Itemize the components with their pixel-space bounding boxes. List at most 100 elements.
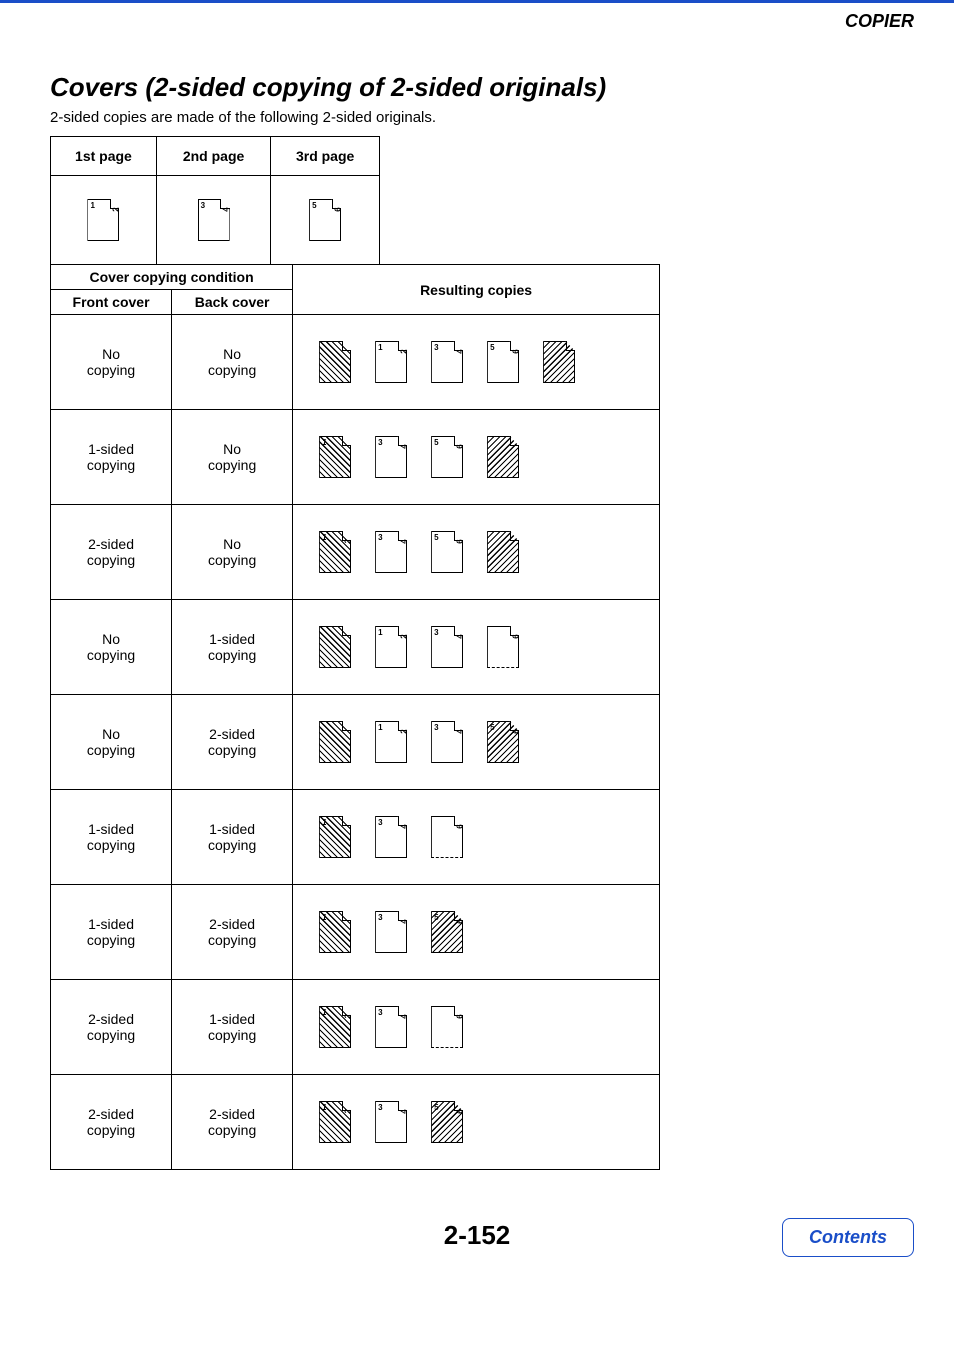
- page-back-number: 2: [399, 349, 408, 353]
- group-header: Cover copying condition: [51, 265, 293, 290]
- result-cell: 123456: [293, 315, 660, 410]
- front-cover-cell: 1-sidedcopying: [51, 885, 172, 980]
- page-icon: [319, 721, 351, 763]
- page-back-number: 4: [399, 919, 408, 923]
- page-icon: 34: [375, 911, 407, 953]
- page-icon: 34: [198, 199, 230, 241]
- table-row: 1-sidedcopyingNocopying13456: [51, 410, 660, 505]
- orig-cell: 12: [51, 176, 157, 265]
- contents-button[interactable]: Contents: [782, 1218, 914, 1257]
- front-cover-cell: 2-sidedcopying: [51, 1075, 172, 1170]
- page-front-number: 5: [312, 201, 316, 210]
- table-row: 1-sidedcopying2-sidedcopying13456: [51, 885, 660, 980]
- orig-header-2: 2nd page: [156, 137, 270, 176]
- page-front-number: 3: [378, 1103, 382, 1112]
- page-icon: [543, 341, 575, 383]
- page-front-number: 1: [322, 1103, 326, 1112]
- back-cover-cell: 2-sidedcopying: [172, 885, 293, 980]
- page-icon: 56: [431, 531, 463, 573]
- back-cover-cell: Nocopying: [172, 315, 293, 410]
- back-cover-cell: Nocopying: [172, 505, 293, 600]
- page-icon: [487, 531, 519, 573]
- result-header: Resulting copies: [293, 265, 660, 315]
- covers-table: Cover copying condition Resulting copies…: [50, 264, 660, 1170]
- page-icon: 56: [431, 1101, 463, 1143]
- originals-table: 1st page 2nd page 3rd page 123456: [50, 136, 380, 265]
- page-front-number: 3: [378, 533, 382, 542]
- table-row: 2-sidedcopyingNocopying123456: [51, 505, 660, 600]
- front-cover-cell: 2-sidedcopying: [51, 980, 172, 1075]
- back-cover-cell: 2-sidedcopying: [172, 695, 293, 790]
- page-back-number: 4: [399, 824, 408, 828]
- page-front-number: 3: [378, 438, 382, 447]
- page-front-number: 3: [434, 343, 438, 352]
- result-cell: 1 3 4 6: [293, 790, 660, 885]
- page-icon: 6: [487, 626, 519, 668]
- page-front-number: 1: [322, 438, 326, 447]
- page-icon: 1: [319, 436, 351, 478]
- page-front-number: 5: [434, 438, 438, 447]
- page-back-number: 4: [399, 539, 408, 543]
- page-back-number: 2: [343, 539, 352, 543]
- page-front-number: 5: [490, 343, 494, 352]
- front-cover-cell: Nocopying: [51, 315, 172, 410]
- page-icon: 56: [487, 721, 519, 763]
- result-cell: 12346: [293, 980, 660, 1075]
- page-icon: 34: [375, 436, 407, 478]
- page-number: 2-152: [444, 1220, 511, 1250]
- page-front-number: 5: [490, 723, 494, 732]
- page-icon: 12: [375, 626, 407, 668]
- result-cell: 12 3 4 6: [293, 600, 660, 695]
- page-title: Covers (2-sided copying of 2-sided origi…: [50, 72, 904, 103]
- page-icon: 34: [375, 1006, 407, 1048]
- page-back-number: 6: [333, 207, 342, 211]
- table-row: Nocopying2-sidedcopying123456: [51, 695, 660, 790]
- page-icon: 12: [375, 721, 407, 763]
- page-back-number: 6: [511, 349, 520, 353]
- page-front-number: 3: [378, 818, 382, 827]
- back-cover-cell: 2-sidedcopying: [172, 1075, 293, 1170]
- page-back-number: 4: [222, 207, 231, 211]
- page-icon: 12: [375, 341, 407, 383]
- result-cell: 123456: [293, 695, 660, 790]
- page-icon: 12: [319, 1101, 351, 1143]
- page-icon: 56: [487, 341, 519, 383]
- result-cell: 123456: [293, 1075, 660, 1170]
- page-front-number: 3: [201, 201, 205, 210]
- front-cover-cell: Nocopying: [51, 695, 172, 790]
- page-icon: 34: [375, 531, 407, 573]
- page-front-number: 5: [434, 1103, 438, 1112]
- page-front-number: 1: [322, 818, 326, 827]
- front-cover-cell: 2-sidedcopying: [51, 505, 172, 600]
- page-back-number: 4: [399, 1109, 408, 1113]
- table-row: 2-sidedcopying1-sidedcopying12346: [51, 980, 660, 1075]
- page-back-number: 2: [112, 207, 121, 211]
- page-front-number: 3: [378, 1008, 382, 1017]
- table-row: Nocopying1-sidedcopying12346: [51, 600, 660, 695]
- page-back-number: 4: [455, 634, 464, 638]
- page-front-number: 5: [434, 533, 438, 542]
- header-bar: COPIER: [0, 0, 954, 32]
- page-icon: 12: [319, 531, 351, 573]
- page-icon: 34: [431, 721, 463, 763]
- page-icon: [487, 436, 519, 478]
- sub-header-back: Back cover: [172, 290, 293, 315]
- section-label: COPIER: [845, 11, 914, 31]
- page-icon: 12: [319, 1006, 351, 1048]
- page-front-number: 1: [322, 533, 326, 542]
- page-back-number: 6: [511, 729, 520, 733]
- page-icon: [319, 626, 351, 668]
- page-front-number: 3: [434, 628, 438, 637]
- page-back-number: 6: [455, 444, 464, 448]
- page-icon: 34: [375, 1101, 407, 1143]
- page-back-number: 6: [455, 539, 464, 543]
- page-icon: 1: [319, 911, 351, 953]
- back-cover-cell: 1-sidedcopying: [172, 790, 293, 885]
- page-icon: 1: [319, 816, 351, 858]
- page-front-number: 5: [434, 913, 438, 922]
- page-back-number: 6: [455, 824, 464, 828]
- result-cell: 1 34 5 6: [293, 410, 660, 505]
- page-front-number: 1: [322, 913, 326, 922]
- page-back-number: 2: [399, 634, 408, 638]
- page-back-number: 2: [343, 1109, 352, 1113]
